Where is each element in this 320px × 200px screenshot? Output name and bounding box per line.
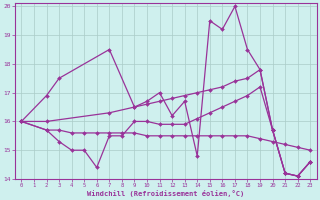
- X-axis label: Windchill (Refroidissement éolien,°C): Windchill (Refroidissement éolien,°C): [87, 190, 244, 197]
